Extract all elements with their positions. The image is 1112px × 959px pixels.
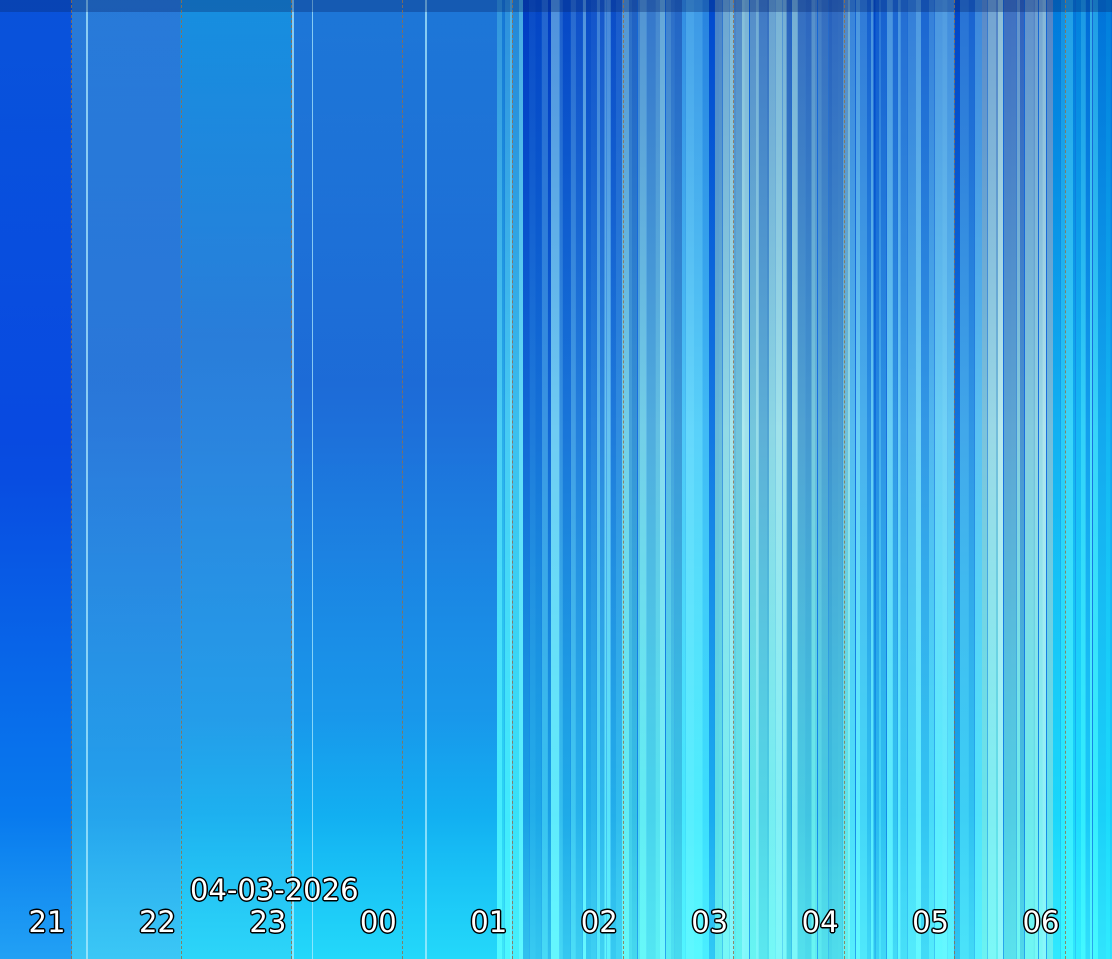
hour-label: 06 xyxy=(1022,905,1060,939)
streak xyxy=(312,0,313,959)
hour-gridline xyxy=(843,0,845,959)
hour-label: 03 xyxy=(691,905,729,939)
streak xyxy=(86,0,88,959)
hour-label: 05 xyxy=(912,905,949,939)
hour-gridline xyxy=(291,0,293,959)
date-label: 04-03-2026 xyxy=(190,873,359,907)
hour-gridline xyxy=(401,0,403,959)
hour-gridline xyxy=(954,0,956,959)
sky-band-dark xyxy=(0,0,72,959)
streak xyxy=(425,0,427,959)
hour-label: 01 xyxy=(470,905,508,939)
sky-band-midnight xyxy=(292,0,497,959)
hour-label: 04 xyxy=(801,905,839,939)
hour-gridline xyxy=(622,0,624,959)
hour-gridline xyxy=(733,0,735,959)
hour-gridline xyxy=(512,0,514,959)
hour-label: 22 xyxy=(138,905,176,939)
streak xyxy=(292,0,294,959)
hour-gridline xyxy=(180,0,182,959)
hour-label: 23 xyxy=(249,905,287,939)
top-band xyxy=(0,0,1112,12)
hour-label: 21 xyxy=(28,905,66,939)
hour-label: 00 xyxy=(359,905,397,939)
hour-gridline xyxy=(1064,0,1066,959)
hour-gridline xyxy=(70,0,72,959)
sky-band-23 xyxy=(180,0,292,959)
hour-label: 02 xyxy=(580,905,618,939)
aurora-region xyxy=(497,0,1112,959)
